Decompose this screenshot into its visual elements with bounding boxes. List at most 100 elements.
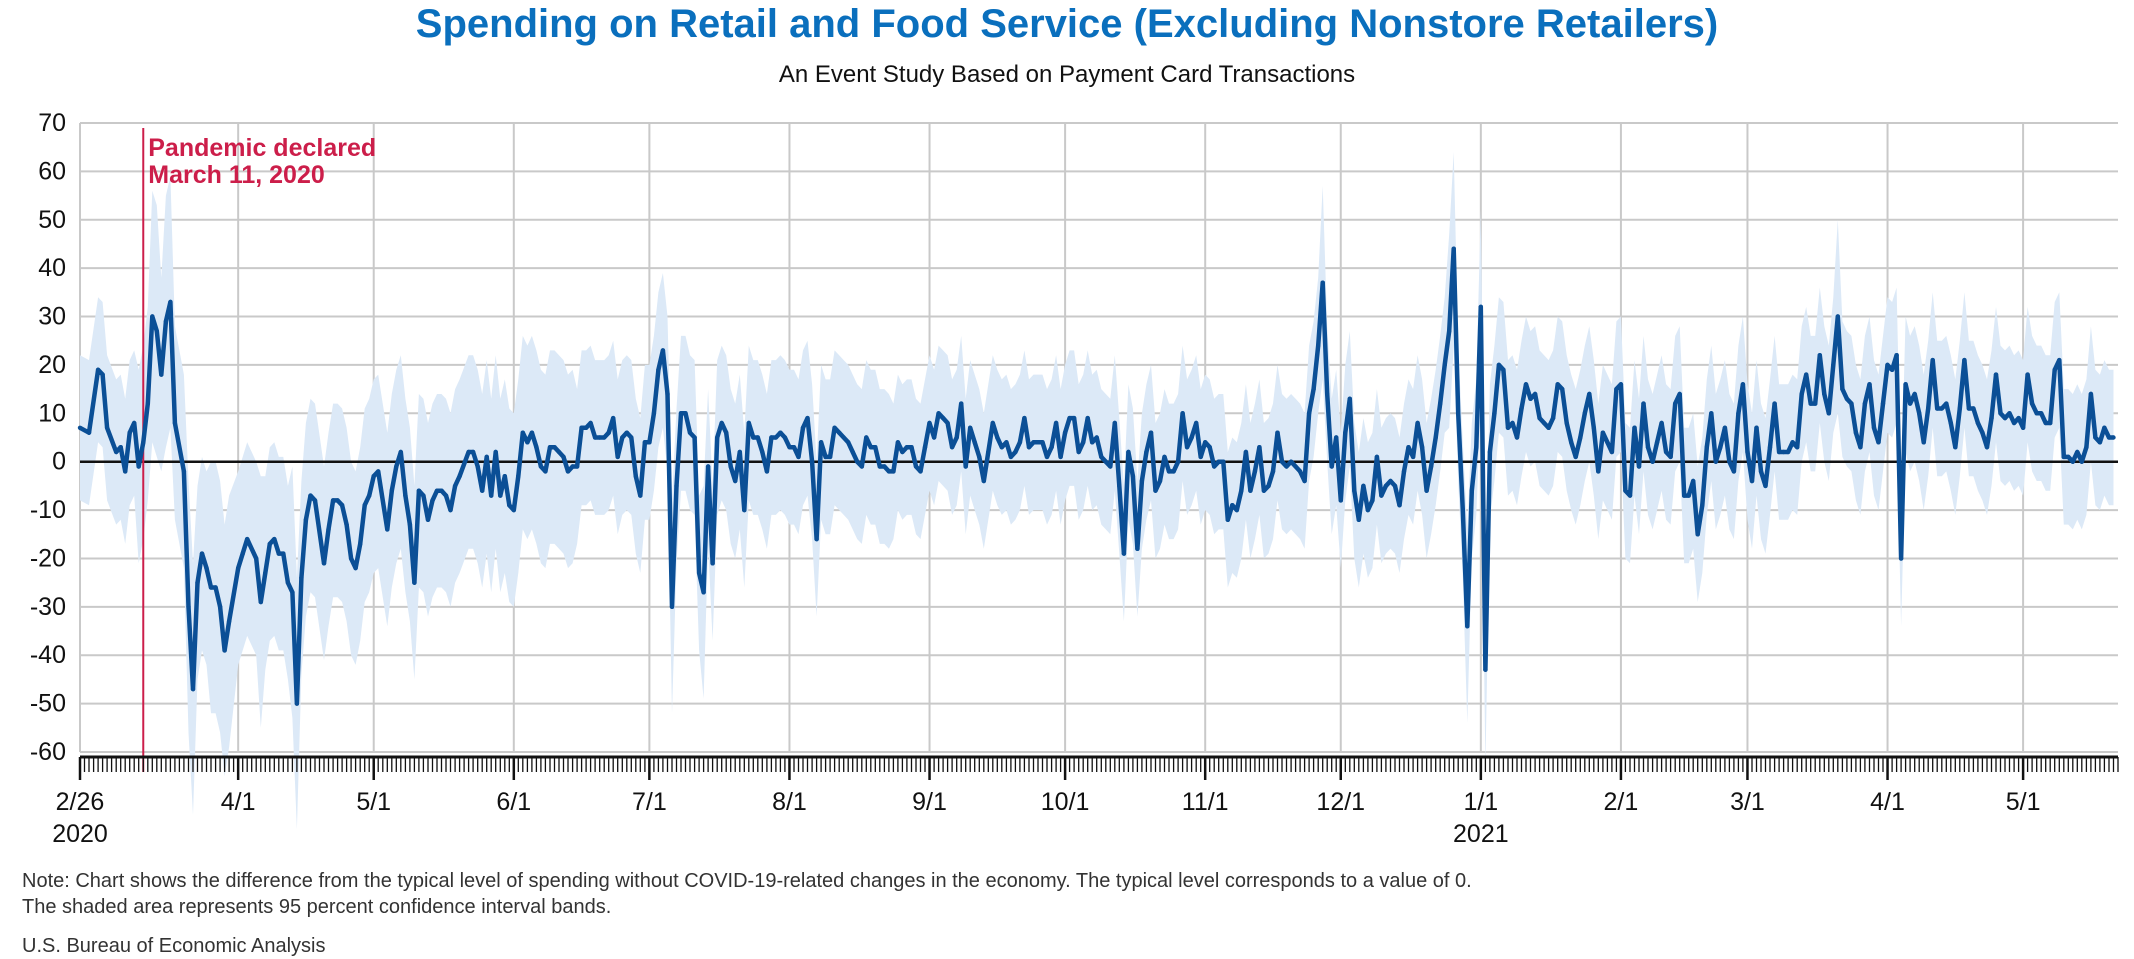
data-point bbox=[769, 435, 774, 440]
data-point bbox=[1112, 420, 1118, 426]
data-point bbox=[1907, 401, 1913, 406]
data-point bbox=[1885, 362, 1890, 368]
data-point bbox=[348, 556, 354, 561]
data-point bbox=[823, 454, 828, 460]
data-point bbox=[321, 561, 327, 566]
data-point bbox=[827, 454, 833, 460]
data-point bbox=[1858, 445, 1863, 450]
data-point bbox=[886, 469, 892, 474]
data-point bbox=[1478, 304, 1484, 310]
data-point bbox=[344, 522, 349, 527]
data-point bbox=[1894, 353, 1899, 358]
data-point bbox=[696, 570, 702, 576]
data-point bbox=[2093, 435, 2098, 440]
data-point bbox=[371, 474, 376, 479]
data-point bbox=[1849, 401, 1854, 406]
data-point bbox=[439, 488, 444, 493]
data-point bbox=[226, 619, 232, 624]
data-point bbox=[1645, 445, 1651, 450]
data-point bbox=[873, 445, 878, 450]
data-point bbox=[1166, 469, 1172, 474]
data-point bbox=[1135, 546, 1140, 551]
data-point bbox=[1776, 449, 1782, 455]
data-point bbox=[1713, 459, 1719, 464]
data-point bbox=[272, 536, 277, 542]
data-point bbox=[1876, 440, 1881, 445]
data-point bbox=[1175, 459, 1181, 464]
data-point bbox=[213, 585, 218, 590]
data-point bbox=[1564, 420, 1569, 426]
data-point bbox=[1953, 445, 1958, 450]
data-point bbox=[1049, 445, 1054, 450]
data-point bbox=[457, 474, 462, 479]
data-point bbox=[570, 464, 575, 469]
data-point bbox=[796, 454, 801, 460]
data-point bbox=[1031, 440, 1036, 445]
data-point bbox=[502, 474, 507, 479]
data-point bbox=[556, 449, 562, 455]
data-point bbox=[1121, 551, 1127, 556]
data-point bbox=[1984, 445, 1990, 450]
data-point bbox=[773, 435, 779, 440]
data-point bbox=[1194, 420, 1199, 426]
data-point bbox=[1085, 415, 1090, 421]
data-point bbox=[959, 401, 964, 406]
data-point bbox=[222, 648, 227, 653]
data-point bbox=[538, 464, 544, 469]
x-tick-label: 6/1 bbox=[496, 788, 531, 816]
data-point bbox=[480, 488, 485, 493]
data-point bbox=[1501, 367, 1506, 372]
data-point bbox=[1704, 445, 1710, 450]
data-point bbox=[1917, 411, 1922, 416]
data-point bbox=[529, 430, 535, 435]
data-point bbox=[1700, 503, 1705, 508]
data-point bbox=[1365, 507, 1371, 513]
x-tick-label: 1/1 bbox=[1463, 788, 1498, 816]
data-point bbox=[543, 469, 548, 474]
data-point bbox=[1189, 435, 1194, 440]
data-point bbox=[1505, 425, 1511, 430]
data-point bbox=[1410, 454, 1416, 460]
data-point bbox=[1546, 425, 1551, 430]
data-point bbox=[136, 464, 141, 469]
data-point bbox=[995, 435, 1000, 440]
data-point bbox=[1252, 469, 1258, 474]
data-point bbox=[1225, 517, 1231, 522]
data-point bbox=[1234, 507, 1240, 513]
data-point bbox=[818, 440, 824, 445]
data-point bbox=[1216, 459, 1221, 464]
data-point bbox=[1361, 483, 1366, 489]
data-point bbox=[1840, 386, 1845, 392]
data-point bbox=[904, 445, 910, 450]
data-point bbox=[434, 488, 440, 493]
data-point bbox=[1853, 430, 1859, 435]
data-point bbox=[1090, 440, 1095, 445]
data-point bbox=[1650, 459, 1655, 464]
data-point bbox=[86, 430, 92, 435]
data-point bbox=[1831, 362, 1836, 368]
data-point bbox=[104, 425, 110, 430]
data-point bbox=[1926, 406, 1931, 411]
data-point bbox=[1682, 493, 1687, 498]
x-tick-label: 11/1 bbox=[1182, 788, 1229, 816]
data-point bbox=[466, 449, 471, 455]
data-point bbox=[172, 420, 178, 426]
data-point bbox=[389, 488, 394, 493]
data-point bbox=[2052, 367, 2057, 372]
data-point bbox=[1035, 440, 1041, 445]
data-point bbox=[1171, 469, 1176, 474]
data-point bbox=[592, 435, 598, 440]
data-point bbox=[2020, 425, 2026, 430]
data-point bbox=[2029, 401, 2035, 406]
axes: 70 60 50 40 30 20 10 0 -10 -20 -30 -40 -50 -60 2/26 202… bbox=[30, 109, 2119, 848]
y-tick-label: 50 bbox=[38, 206, 66, 234]
data-point bbox=[746, 420, 751, 426]
data-point bbox=[1673, 401, 1678, 406]
data-point bbox=[448, 507, 453, 513]
data-point bbox=[1903, 382, 1908, 387]
data-point bbox=[1207, 445, 1212, 450]
data-point bbox=[1966, 406, 1972, 411]
x-tick-label: 7/1 bbox=[632, 788, 667, 816]
data-point bbox=[1799, 391, 1804, 397]
data-point bbox=[1401, 469, 1407, 474]
